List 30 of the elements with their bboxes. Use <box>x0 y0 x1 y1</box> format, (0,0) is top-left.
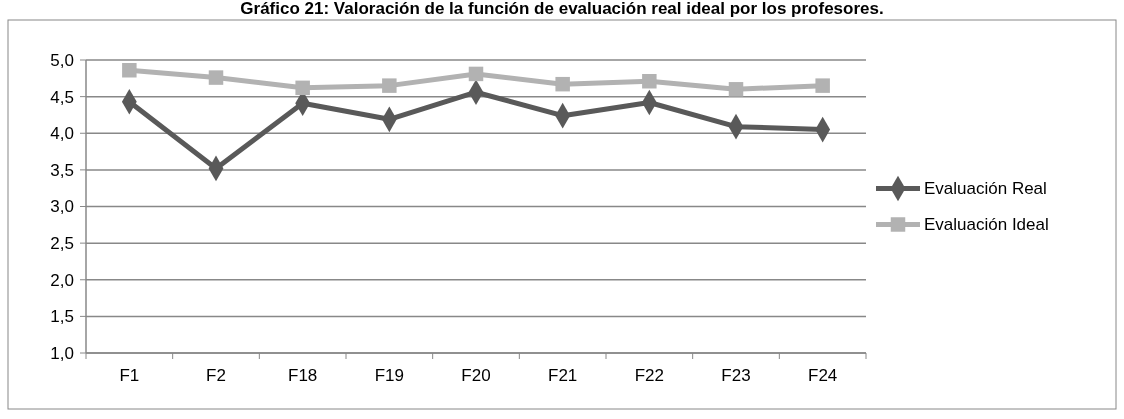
point <box>555 76 570 92</box>
y-tick-label: 4,0 <box>50 124 74 144</box>
point <box>208 70 224 85</box>
y-tick-label: 4,5 <box>50 87 74 107</box>
y-tick-label: 1,0 <box>50 343 74 363</box>
y-tick-label: 1,5 <box>50 307 74 327</box>
point <box>468 66 484 82</box>
legend-label: Evaluación Ideal <box>924 215 1049 235</box>
point <box>642 74 657 89</box>
x-tick-label: F19 <box>374 366 404 385</box>
x-tick-label: F24 <box>808 366 838 385</box>
y-tick-label: 5,0 <box>50 50 74 70</box>
legend-label: Evaluación Real <box>924 179 1047 199</box>
x-tick-label: F1 <box>119 366 140 385</box>
y-tick-label: 3,0 <box>50 197 74 217</box>
point <box>295 80 310 96</box>
x-tick-label: F2 <box>206 366 226 385</box>
y-tick-label: 2,0 <box>50 270 74 290</box>
x-tick-label: F18 <box>288 366 318 385</box>
x-tick-label: F20 <box>461 366 491 385</box>
point <box>382 78 397 93</box>
y-tick-label: 3,5 <box>50 160 74 180</box>
x-tick-label: F23 <box>721 366 751 385</box>
y-tick-label: 2,5 <box>50 234 74 254</box>
chart-title: Gráfico 21: Valoración de la función de evaluación real ideal por los profesores. <box>240 0 884 18</box>
x-tick-label: F21 <box>548 366 578 385</box>
point <box>815 78 830 93</box>
point <box>728 82 744 97</box>
point <box>122 63 137 78</box>
x-tick-label: F22 <box>634 366 664 385</box>
